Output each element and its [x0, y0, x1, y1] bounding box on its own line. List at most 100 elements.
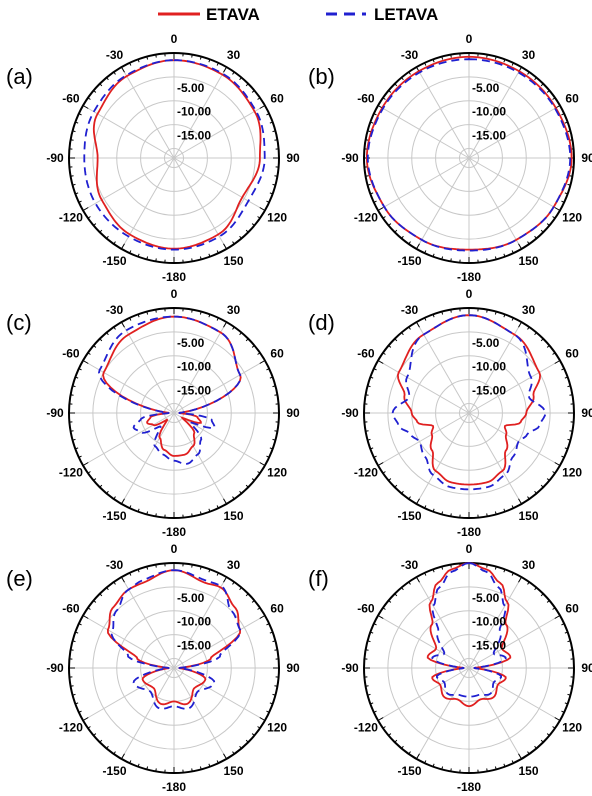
- ring-tick: [561, 455, 565, 458]
- ring-tick: [432, 314, 435, 318]
- angle-tick-label: -150: [397, 764, 421, 778]
- angle-tick-label: 0: [171, 542, 178, 556]
- ring-tick: [272, 693, 276, 696]
- radial-tick-label: -15.00: [177, 639, 211, 653]
- ring-tick: [567, 693, 571, 696]
- angle-tick-label: 60: [565, 602, 579, 616]
- ring-tick: [93, 223, 97, 226]
- ring-tick: [137, 569, 140, 573]
- ring-tick: [450, 309, 452, 313]
- ring-tick: [567, 130, 571, 133]
- radial-tick-label: -15.00: [472, 384, 506, 398]
- ring-tick: [208, 314, 211, 318]
- ring-tick: [129, 317, 132, 321]
- panels: -5.00 -10.00 -15.00 0 30 60 90 120 150 -180 -150 -1…: [6, 32, 592, 794]
- ring-tick: [394, 229, 398, 233]
- series-letava-line: [83, 59, 266, 251]
- ring-tick: [494, 56, 497, 60]
- ring-tick: [554, 462, 561, 466]
- ring-tick: [199, 511, 202, 515]
- ring-tick: [199, 56, 202, 60]
- ring-tick: [394, 739, 398, 743]
- ring-tick: [245, 739, 249, 743]
- ring-tick: [486, 564, 488, 568]
- ring-tick: [382, 471, 386, 474]
- grid-spoke: [468, 412, 561, 466]
- angle-tick-label: -180: [162, 780, 186, 794]
- angle-tick-label: -120: [59, 211, 83, 225]
- series-etava-line: [366, 55, 573, 251]
- ring-tick: [394, 83, 398, 87]
- angle-tick-label: 90: [581, 151, 592, 165]
- ring-tick: [82, 615, 89, 619]
- ring-tick: [274, 430, 278, 432]
- ring-tick: [129, 572, 132, 576]
- ring-tick: [511, 62, 514, 66]
- ring-tick: [441, 56, 444, 60]
- ring-tick: [569, 394, 573, 396]
- series-etava-line: [396, 314, 542, 486]
- ring-tick: [567, 438, 571, 441]
- ring-tick: [511, 760, 514, 764]
- ring-tick: [191, 768, 193, 772]
- ring-tick: [441, 566, 444, 570]
- ring-tick: [251, 600, 255, 603]
- grid-spoke: [173, 157, 266, 211]
- ring-tick: [78, 623, 82, 626]
- angle-tick-label: 60: [270, 92, 284, 106]
- ring-tick: [540, 83, 544, 87]
- ring-tick: [72, 183, 76, 186]
- ring-tick: [424, 250, 427, 254]
- ring-tick: [146, 511, 149, 515]
- grid-spoke: [82, 412, 175, 466]
- ring-tick: [87, 607, 91, 610]
- ring-tick: [75, 192, 79, 195]
- polar-panel: -5.00 -10.00 -15.00 0 30 60 90 120 150 -180 -150 -1…: [6, 542, 300, 794]
- ring-tick: [121, 753, 125, 760]
- ring-tick: [191, 513, 193, 517]
- angle-tick-label: -180: [162, 525, 186, 539]
- ring-tick: [251, 478, 255, 481]
- ring-tick: [511, 505, 514, 509]
- ring-tick: [408, 496, 411, 500]
- panel-label: (d): [308, 310, 335, 335]
- angle-tick-label: -150: [397, 254, 421, 268]
- angle-tick-label: -60: [357, 92, 375, 106]
- grid-spoke: [121, 66, 175, 159]
- ring-tick: [554, 207, 561, 211]
- ring-tick: [232, 71, 235, 75]
- ring-tick: [72, 130, 76, 133]
- ring-tick: [82, 105, 89, 109]
- ring-tick: [146, 566, 149, 570]
- grid-spoke: [173, 576, 227, 669]
- ring-tick: [527, 241, 530, 245]
- angle-tick-label: -150: [102, 509, 126, 523]
- ring-tick: [561, 710, 565, 713]
- ring-tick: [527, 751, 530, 755]
- ring-tick: [223, 243, 227, 250]
- ring-tick: [75, 702, 79, 705]
- ring-tick: [137, 253, 140, 257]
- angle-tick-label: 150: [223, 254, 243, 268]
- radial-tick-label: -10.00: [472, 615, 506, 629]
- ring-tick: [75, 631, 79, 634]
- ring-tick: [78, 455, 82, 458]
- ring-tick: [257, 471, 261, 474]
- grid-spoke: [173, 321, 227, 414]
- ring-tick: [552, 216, 556, 219]
- ring-tick: [93, 90, 97, 93]
- angle-tick-label: 150: [518, 764, 538, 778]
- radial-tick-label: -15.00: [472, 129, 506, 143]
- grid-spoke: [121, 412, 175, 505]
- ring-tick: [561, 200, 565, 203]
- ring-tick: [87, 352, 91, 355]
- grid-spoke: [416, 66, 470, 159]
- ring-tick: [208, 508, 211, 512]
- ring-tick: [546, 345, 550, 348]
- ring-tick: [546, 90, 550, 93]
- ring-tick: [223, 321, 227, 328]
- ring-tick: [511, 572, 514, 576]
- ring-tick: [269, 376, 273, 379]
- grid-spoke: [468, 360, 561, 414]
- ring-tick: [199, 566, 202, 570]
